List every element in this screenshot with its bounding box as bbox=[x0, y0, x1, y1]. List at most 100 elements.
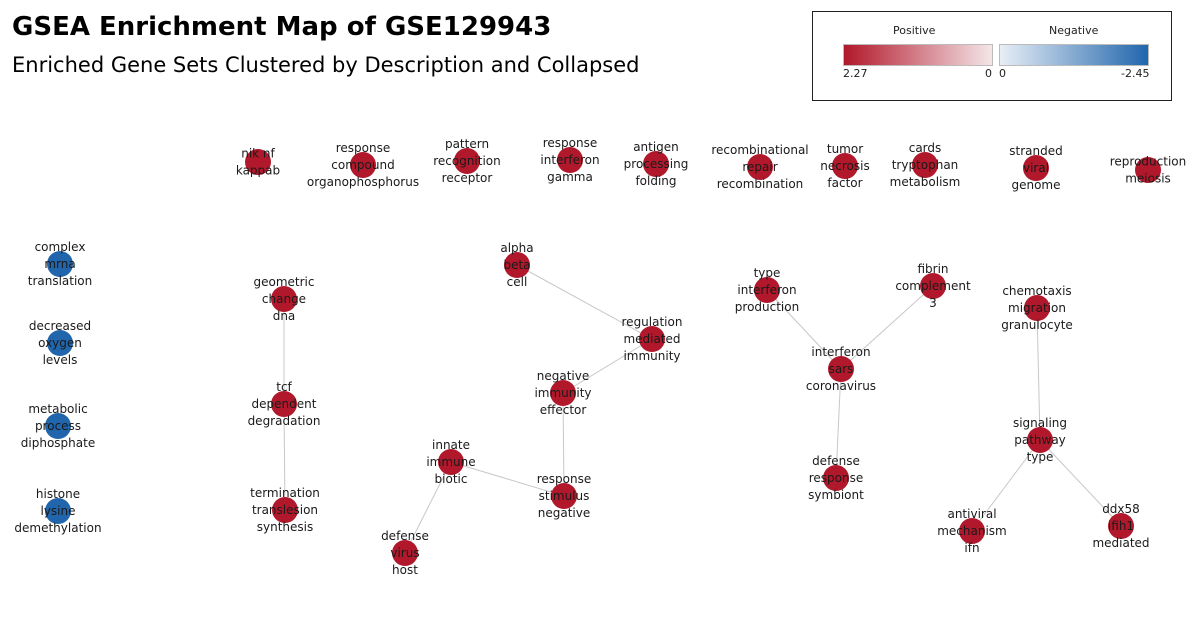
page-subtitle: Enriched Gene Sets Clustered by Descript… bbox=[12, 53, 640, 77]
node-circle[interactable] bbox=[754, 277, 780, 303]
node-label-line: granulocyte bbox=[1001, 318, 1073, 332]
node-regulation[interactable]: regulation mediated immunity bbox=[622, 315, 683, 363]
node-circle[interactable] bbox=[454, 148, 480, 174]
node-circle[interactable] bbox=[350, 152, 376, 178]
node-label-line: tumor bbox=[827, 142, 863, 156]
node-sars[interactable]: interferon sars coronavirus bbox=[806, 345, 876, 393]
node-label-line: symbiont bbox=[808, 488, 864, 502]
node-label-line: mediated bbox=[623, 332, 680, 346]
node-stimulus[interactable]: response stimulus negative bbox=[537, 472, 592, 520]
node-ifng[interactable]: response interferon gamma bbox=[540, 136, 599, 184]
node-circle[interactable] bbox=[271, 391, 297, 417]
node-circle[interactable] bbox=[828, 356, 854, 382]
node-geometric[interactable]: geometric change dna bbox=[254, 275, 315, 323]
node-label-line: demethylation bbox=[14, 521, 101, 535]
node-label-line: metabolism bbox=[890, 175, 961, 189]
negative-gradient-bar bbox=[999, 44, 1149, 66]
node-circle[interactable] bbox=[271, 286, 297, 312]
edge-negimm-stimulus bbox=[562, 392, 565, 497]
node-nik[interactable]: nik nf kappab bbox=[236, 147, 280, 178]
node-repro[interactable]: reproduction meiosis bbox=[1110, 155, 1187, 186]
node-circle[interactable] bbox=[1135, 157, 1161, 183]
node-pattern[interactable]: pattern recognition receptor bbox=[433, 137, 501, 185]
node-label-line: diphosphate bbox=[21, 436, 95, 450]
legend-negative-zero: 0 bbox=[999, 67, 1006, 80]
page-title: GSEA Enrichment Map of GSE129943 bbox=[12, 12, 552, 42]
node-circle[interactable] bbox=[245, 149, 271, 175]
node-innate[interactable]: innate immune biotic bbox=[426, 438, 475, 486]
node-circle[interactable] bbox=[1027, 427, 1053, 453]
node-label-line: mrna bbox=[44, 257, 75, 271]
node-stranded[interactable]: stranded viral genome bbox=[1009, 144, 1062, 192]
node-circle[interactable] bbox=[45, 413, 71, 439]
node-label-line: organophosphorus bbox=[307, 175, 419, 189]
node-circle[interactable] bbox=[557, 147, 583, 173]
node-circle[interactable] bbox=[504, 252, 530, 278]
node-label-line: translation bbox=[28, 274, 93, 288]
node-circle[interactable] bbox=[45, 498, 71, 524]
node-circle[interactable] bbox=[1024, 295, 1050, 321]
node-label-line: compound bbox=[331, 158, 394, 172]
edge-innate-stimulus bbox=[450, 461, 565, 497]
node-chemotaxis[interactable]: chemotaxis migration granulocyte bbox=[1001, 284, 1073, 332]
node-circle[interactable] bbox=[47, 251, 73, 277]
node-diphos[interactable]: metabolic process diphosphate bbox=[21, 402, 95, 450]
node-mrna[interactable]: complex mrna translation bbox=[28, 240, 93, 288]
node-tcf[interactable]: tcf dependent degradation bbox=[248, 380, 321, 428]
node-circle[interactable] bbox=[959, 518, 985, 544]
node-circle[interactable] bbox=[1023, 155, 1049, 181]
edge-typeifn-sars bbox=[766, 289, 842, 370]
edge-signaling-ddx58 bbox=[1039, 439, 1122, 527]
node-signaling[interactable]: signaling pathway type bbox=[1013, 416, 1067, 464]
node-label-line: effector bbox=[540, 403, 587, 417]
node-circle[interactable] bbox=[551, 483, 577, 509]
node-label-line: nik nf bbox=[241, 147, 275, 161]
node-label-line: negative bbox=[537, 369, 589, 383]
node-cards[interactable]: cards tryptophan metabolism bbox=[890, 141, 961, 189]
node-circle[interactable] bbox=[392, 540, 418, 566]
node-circle[interactable] bbox=[639, 326, 665, 352]
node-histone[interactable]: histone lysine demethylation bbox=[14, 487, 101, 535]
node-antiviral[interactable]: antiviral mechanism ifn bbox=[937, 507, 1007, 555]
node-defvirus[interactable]: defense virus host bbox=[381, 529, 429, 577]
node-oxygen[interactable]: decreased oxygen levels bbox=[29, 319, 91, 367]
legend-positive-zero: 0 bbox=[985, 67, 992, 80]
node-label-line: mediated bbox=[1092, 536, 1149, 550]
node-circle[interactable] bbox=[823, 465, 849, 491]
node-alpha[interactable]: alpha beta cell bbox=[500, 241, 533, 289]
node-label-line: 3 bbox=[929, 296, 937, 310]
node-compound[interactable]: response compound organophosphorus bbox=[307, 141, 419, 189]
node-label-line: process bbox=[35, 419, 81, 433]
node-circle[interactable] bbox=[643, 151, 669, 177]
node-label-line: ddx58 bbox=[1102, 502, 1140, 516]
node-typeifn[interactable]: type interferon production bbox=[735, 266, 799, 314]
node-symbiont[interactable]: defense response symbiont bbox=[808, 454, 864, 502]
node-termination[interactable]: termination translesion synthesis bbox=[250, 486, 320, 534]
node-label-line: recognition bbox=[433, 154, 501, 168]
node-recomb[interactable]: recombinational repair recombination bbox=[711, 143, 808, 191]
edge-sars-symbiont bbox=[835, 368, 842, 479]
node-label-line: defense bbox=[381, 529, 429, 543]
node-fibrin[interactable]: fibrin complement 3 bbox=[895, 262, 971, 310]
node-label-line: complex bbox=[35, 240, 86, 254]
node-circle[interactable] bbox=[272, 497, 298, 523]
node-label-line: immunity bbox=[623, 349, 680, 363]
edge-alpha-regulation bbox=[516, 264, 653, 340]
node-circle[interactable] bbox=[1108, 513, 1134, 539]
node-circle[interactable] bbox=[438, 449, 464, 475]
node-tnf[interactable]: tumor necrosis factor bbox=[820, 142, 869, 190]
node-antigen[interactable]: antigen processing folding bbox=[624, 140, 689, 188]
node-circle[interactable] bbox=[747, 154, 773, 180]
node-label-line: repair bbox=[742, 160, 777, 174]
node-label-line: signaling bbox=[1013, 416, 1067, 430]
node-circle[interactable] bbox=[920, 273, 946, 299]
node-circle[interactable] bbox=[550, 380, 576, 406]
node-circle[interactable] bbox=[912, 152, 938, 178]
node-negimm[interactable]: negative immunity effector bbox=[534, 369, 591, 417]
node-label-line: oxygen bbox=[38, 336, 82, 350]
node-label-line: pattern bbox=[445, 137, 489, 151]
node-circle[interactable] bbox=[47, 330, 73, 356]
node-ddx58[interactable]: ddx58 ifih1 mediated bbox=[1092, 502, 1149, 550]
node-label-line: reproduction bbox=[1110, 155, 1187, 169]
node-circle[interactable] bbox=[832, 153, 858, 179]
